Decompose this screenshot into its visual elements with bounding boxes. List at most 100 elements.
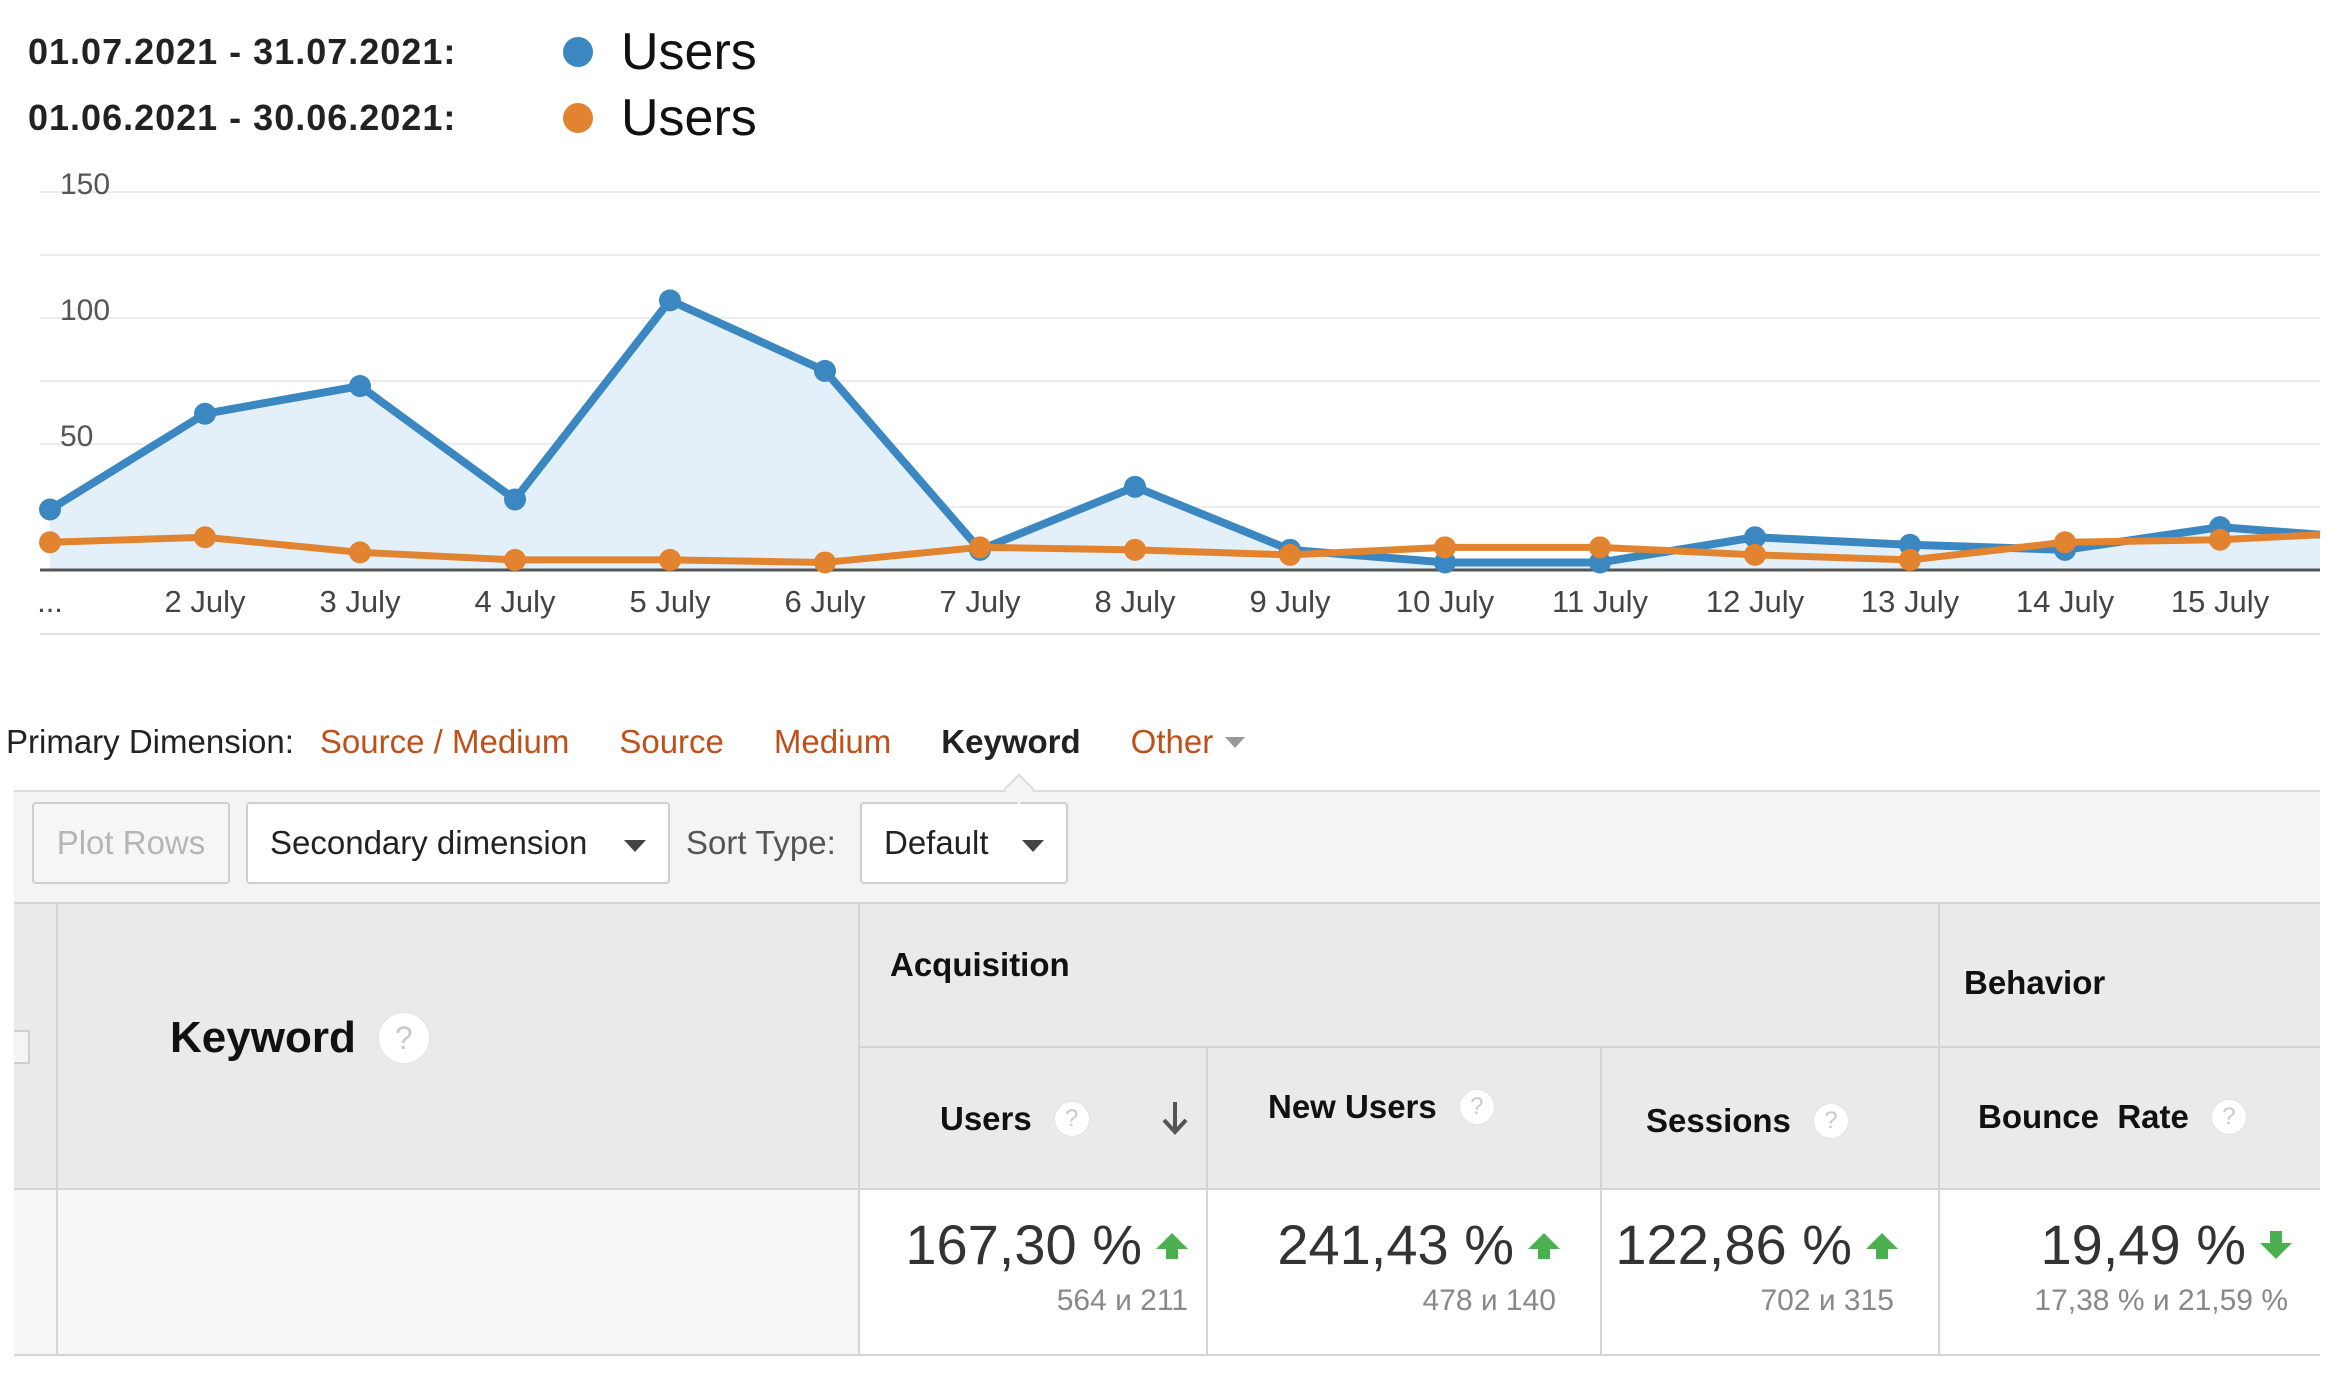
legend-current: 01.07.2021 - 31.07.2021: Users xyxy=(28,22,757,82)
x-tick-label: 14 July xyxy=(2016,584,2115,619)
sessions-value: 122,86 % xyxy=(1615,1212,1898,1277)
x-tick-label: ... xyxy=(37,584,63,619)
data-point-current xyxy=(504,488,526,511)
dimension-keyword[interactable]: Keyword xyxy=(941,723,1081,760)
x-tick-label: 4 July xyxy=(475,584,556,619)
legend-current-dot xyxy=(563,37,593,67)
dimension-other-label: Other xyxy=(1130,723,1214,760)
acquisition-group-header: Acquisition xyxy=(890,946,1070,983)
divider xyxy=(858,1046,2320,1048)
sort-type-dropdown[interactable]: Default xyxy=(860,802,1068,884)
keyword-column-header[interactable]: Keyword ? xyxy=(170,1012,430,1064)
help-icon[interactable]: ? xyxy=(1812,1103,1849,1139)
data-point-previous xyxy=(1589,536,1611,559)
trend-up-icon xyxy=(1866,1232,1898,1259)
sort-descending-icon[interactable] xyxy=(1160,1098,1190,1138)
bounce-rate-percent: 19,49 % xyxy=(2040,1213,2247,1276)
legend-previous-date: 01.06.2021 - 30.06.2021: xyxy=(28,97,457,138)
table-toolbar: Plot Rows Secondary dimension Sort Type:… xyxy=(14,792,2320,902)
x-tick-label: 2 July xyxy=(165,584,246,619)
data-point-previous xyxy=(194,526,216,549)
data-point-current xyxy=(1434,551,1456,574)
users-line-chart: 150 100 50... 2 July 3 July 4 July 5 July 6 Jul… xyxy=(37,168,2321,635)
new-users-comparison: 478 и 140 xyxy=(1422,1284,1556,1317)
users-value: 167,30 % xyxy=(905,1212,1188,1277)
dimension-source[interactable]: Source xyxy=(619,723,724,760)
data-point-previous xyxy=(1124,538,1146,561)
divider xyxy=(14,1354,2320,1356)
bounce-rate-header-label: Bounce Rate xyxy=(1978,1098,2189,1135)
data-point-previous xyxy=(1279,543,1301,566)
sessions-percent: 122,86 % xyxy=(1615,1213,1852,1276)
data-point-previous xyxy=(814,551,836,574)
legend-current-label: Users xyxy=(621,23,757,81)
sessions-column-header[interactable]: Sessions ? xyxy=(1646,1102,1849,1140)
row-checkbox[interactable] xyxy=(14,1030,30,1064)
secondary-dimension-label: Secondary dimension xyxy=(270,824,588,861)
data-point-current xyxy=(194,402,216,425)
bounce-rate-value: 19,49 % xyxy=(2040,1212,2292,1277)
sort-type-value: Default xyxy=(884,824,989,861)
data-point-previous xyxy=(1434,536,1456,559)
x-tick-label: 5 July xyxy=(630,584,711,619)
users-column-header[interactable]: Users ? xyxy=(940,1100,1090,1138)
x-tick-label: 13 July xyxy=(1861,584,1960,619)
divider xyxy=(1600,1046,1602,1356)
trend-up-icon xyxy=(1528,1232,1560,1259)
x-tick-label: 8 July xyxy=(1095,584,1176,619)
x-tick-label: 10 July xyxy=(1396,584,1495,619)
data-point-current xyxy=(349,375,371,398)
y-tick-label: 150 xyxy=(60,168,110,201)
x-tick-label: 15 July xyxy=(2171,584,2270,619)
keyword-header-label: Keyword xyxy=(170,1013,356,1062)
sessions-header-label: Sessions xyxy=(1646,1102,1791,1139)
help-icon[interactable]: ? xyxy=(1458,1089,1495,1125)
divider xyxy=(14,790,2320,792)
users-header-label: Users xyxy=(940,1100,1032,1137)
data-point-previous xyxy=(39,531,61,554)
secondary-dimension-dropdown[interactable]: Secondary dimension xyxy=(246,802,670,884)
x-tick-label: 9 July xyxy=(1250,584,1331,619)
table-row-values xyxy=(858,1188,2320,1356)
plot-rows-button[interactable]: Plot Rows xyxy=(32,802,230,884)
y-tick-label: 50 xyxy=(60,420,93,453)
data-point-previous xyxy=(349,541,371,564)
new-users-column-header[interactable]: New Users ? xyxy=(1268,1088,1495,1126)
new-users-header-label: New Users xyxy=(1268,1088,1437,1125)
chevron-down-icon xyxy=(1225,736,1246,748)
divider xyxy=(1206,1046,1208,1356)
dimension-medium[interactable]: Medium xyxy=(773,723,892,760)
trend-down-icon xyxy=(2260,1230,2292,1259)
legend-previous-dot xyxy=(563,103,593,133)
help-icon[interactable]: ? xyxy=(377,1012,430,1064)
x-tick-label: 3 July xyxy=(320,584,401,619)
divider xyxy=(14,902,2320,904)
behavior-group-header: Behavior xyxy=(1964,964,2106,1001)
sessions-comparison: 702 и 315 xyxy=(1760,1284,1894,1317)
data-point-current xyxy=(1124,475,1146,498)
legend-current-date: 01.07.2021 - 31.07.2021: xyxy=(28,31,457,72)
x-tick-label: 6 July xyxy=(785,584,866,619)
sort-type-label: Sort Type: xyxy=(686,824,836,861)
dimension-source-medium[interactable]: Source / Medium xyxy=(319,723,570,760)
primary-dimension-label: Primary Dimension: xyxy=(6,723,294,760)
help-icon[interactable]: ? xyxy=(1053,1101,1090,1137)
chevron-down-icon xyxy=(1022,840,1044,852)
trend-up-icon xyxy=(1156,1232,1188,1259)
divider xyxy=(56,902,58,1356)
divider xyxy=(14,1188,2320,1190)
data-point-previous xyxy=(2209,528,2231,551)
chevron-down-icon xyxy=(624,840,646,852)
data-point-previous xyxy=(504,548,526,571)
data-point-current xyxy=(1744,526,1766,549)
new-users-value: 241,43 % xyxy=(1277,1212,1560,1277)
series-line-previous xyxy=(49,531,2321,566)
bounce-rate-column-header[interactable]: Bounce Rate ? xyxy=(1978,1098,2247,1136)
data-table: Keyword ? Acquisition Behavior Users ? N… xyxy=(14,902,2320,1356)
data-point-previous xyxy=(1744,543,1766,566)
series-line-current xyxy=(47,296,2321,567)
dimension-other[interactable]: Other xyxy=(1131,723,1246,761)
data-point-current xyxy=(659,289,681,312)
help-icon[interactable]: ? xyxy=(2210,1099,2247,1135)
